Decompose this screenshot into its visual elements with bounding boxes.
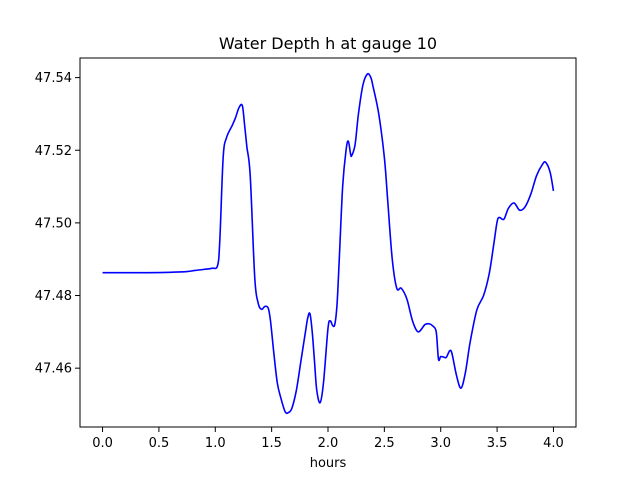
x-axis-ticks: 0.0 0.5 1.0 1.5 2.0 2.5 3.0 3.5 4.0 (92, 427, 564, 451)
x-tick-label: 2.0 (318, 436, 339, 451)
y-tick-label: 47.48 (35, 289, 72, 304)
y-tick-label: 47.52 (35, 144, 72, 159)
x-tick-label: 2.5 (374, 436, 395, 451)
x-tick-label: 1.5 (261, 436, 282, 451)
x-tick-label: 3.5 (487, 436, 508, 451)
x-tick-label: 4.0 (543, 436, 564, 451)
y-tick-label: 47.54 (35, 71, 72, 86)
x-tick-label: 1.0 (205, 436, 226, 451)
chart-title: Water Depth h at gauge 10 (219, 34, 437, 53)
x-tick-label: 0.5 (149, 436, 170, 451)
plot-area (102, 72, 555, 415)
y-tick-label: 47.46 (35, 362, 72, 377)
water-depth-series-line (102, 72, 555, 415)
y-tick-label: 47.50 (35, 216, 72, 231)
x-axis-label: hours (310, 456, 347, 471)
x-tick-label: 0.0 (92, 436, 113, 451)
y-axis-ticks: 47.46 47.48 47.50 47.52 47.54 (35, 71, 80, 377)
x-tick-label: 3.0 (430, 436, 451, 451)
